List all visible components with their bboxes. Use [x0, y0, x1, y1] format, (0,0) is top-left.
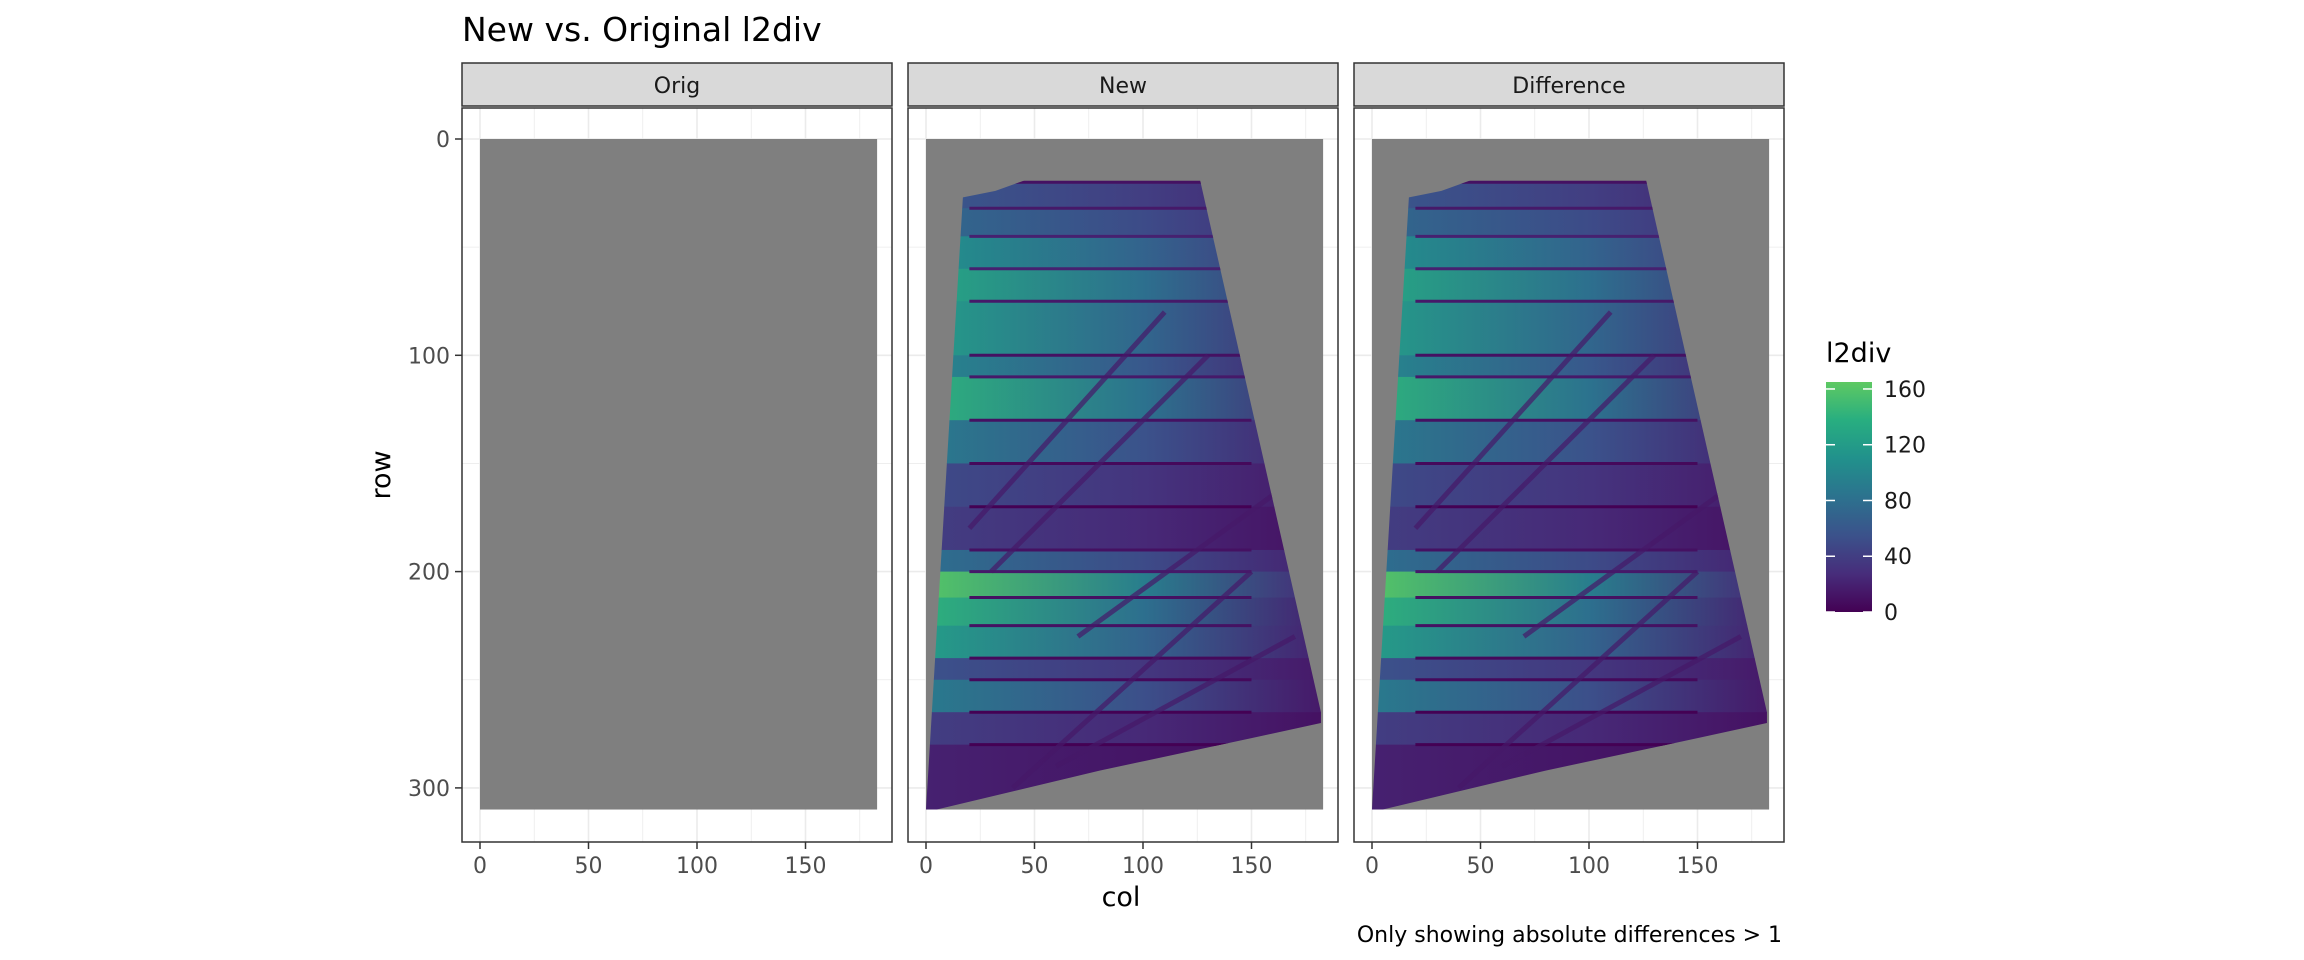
heatmap-band — [1372, 549, 1767, 573]
chart-caption: Only showing absolute differences > 1 — [1357, 923, 1782, 948]
y-tick-label: 0 — [436, 128, 450, 153]
heatmap-band — [1372, 355, 1767, 378]
heatmap-streak — [1055, 634, 1297, 769]
x-tick-label: 100 — [1122, 854, 1164, 879]
facet-strip-label: Difference — [1512, 74, 1625, 99]
heatmap-band — [1372, 571, 1767, 599]
chart-title: New vs. Original l2div — [462, 10, 822, 49]
y-tick-label: 200 — [408, 561, 450, 586]
x-tick-label: 150 — [785, 854, 827, 879]
heatmap-band — [926, 506, 1321, 551]
heatmap-streak — [1457, 569, 1700, 790]
facet-panel-new: New 0 50 100 150 — [907, 62, 1339, 879]
panel-border — [1353, 107, 1785, 843]
panel-border — [461, 107, 893, 843]
heatmap-band — [1372, 658, 1767, 681]
heatmap-streak — [1435, 353, 1656, 574]
heatmap-streak — [1501, 634, 1743, 769]
x-tick-label: 50 — [1467, 854, 1495, 879]
legend-tick-label: 120 — [1884, 434, 1926, 459]
heatmap-band — [926, 355, 1321, 378]
panel-border — [907, 107, 1339, 843]
facet-panel-difference: Difference 0 50 100 150 — [1353, 62, 1785, 879]
heatmap-band — [926, 571, 1321, 599]
legend-tick-label: 80 — [1884, 489, 1912, 514]
facet-strip-label: Orig — [654, 74, 700, 99]
legend-tick-label: 160 — [1884, 378, 1926, 403]
x-tick-label: 0 — [919, 854, 933, 879]
y-tick-label: 300 — [408, 777, 450, 802]
x-axis-label: col — [1102, 882, 1141, 913]
legend-tick-label: 40 — [1884, 545, 1912, 570]
heatmap-band — [1372, 506, 1767, 551]
facet-strip — [907, 62, 1339, 107]
heatmap-band — [1372, 625, 1767, 659]
heatmap-streak — [967, 310, 1167, 531]
facet-strip — [1353, 62, 1785, 107]
heatmap-band — [926, 549, 1321, 573]
y-tick-label: 100 — [408, 344, 450, 369]
heatmap-streak — [1413, 310, 1613, 531]
y-axis-label: row — [366, 450, 397, 499]
heatmap-missing-area — [480, 139, 878, 810]
heatmap-band — [926, 625, 1321, 659]
heatmap-streak — [1011, 569, 1254, 790]
legend-title: l2div — [1826, 338, 1891, 369]
x-tick-label: 0 — [473, 854, 487, 879]
facet-panel-orig: Orig 0 50 100 150 0 100 200 300 — [408, 62, 893, 879]
x-tick-label: 150 — [1231, 854, 1273, 879]
x-tick-label: 100 — [676, 854, 718, 879]
facet-strip-label: New — [1099, 74, 1147, 99]
x-tick-label: 100 — [1568, 854, 1610, 879]
heatmap-streak — [989, 353, 1210, 574]
legend-colorbar — [1826, 382, 1872, 612]
x-tick-label: 50 — [575, 854, 603, 879]
x-tick-label: 50 — [1021, 854, 1049, 879]
facet-strip — [461, 62, 893, 107]
heatmap-band — [926, 658, 1321, 681]
color-legend: l2div 0 40 80 120 160 — [1826, 338, 1926, 626]
x-tick-label: 150 — [1677, 854, 1719, 879]
x-tick-label: 0 — [1365, 854, 1379, 879]
legend-tick-label: 0 — [1884, 601, 1898, 626]
